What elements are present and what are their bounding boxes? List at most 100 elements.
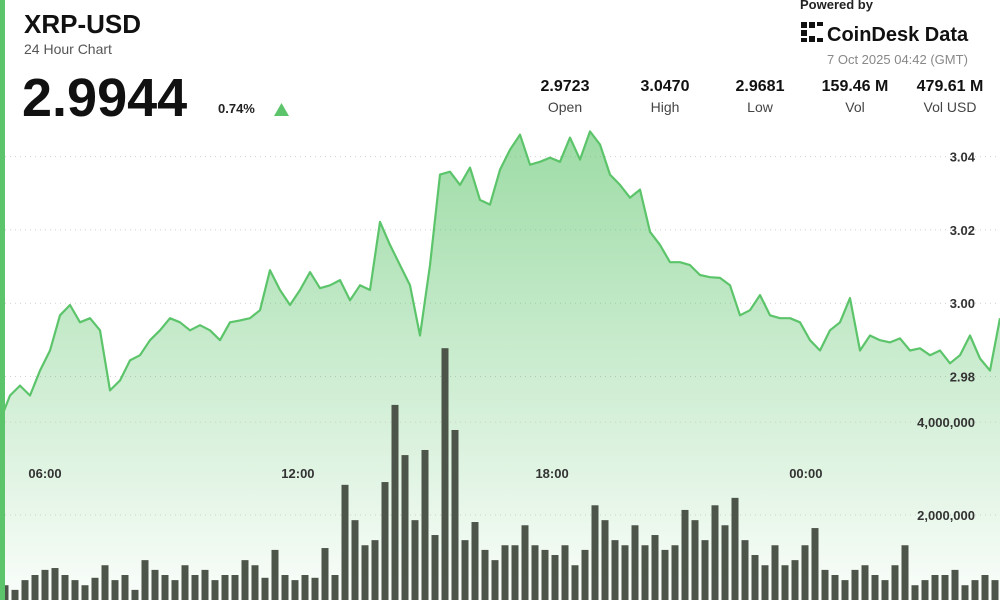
volume-bar bbox=[291, 580, 299, 600]
volume-bar bbox=[311, 577, 319, 600]
stat-label: Vol bbox=[845, 99, 864, 115]
volume-bar bbox=[731, 497, 739, 600]
stat-label: High bbox=[651, 99, 680, 115]
volume-bar bbox=[671, 545, 679, 600]
volume-bar bbox=[221, 575, 229, 600]
volume-bar bbox=[391, 404, 399, 600]
volume-bar bbox=[921, 580, 929, 600]
volume-bar bbox=[271, 549, 279, 600]
stat-value: 2.9681 bbox=[736, 78, 785, 95]
volume-bar bbox=[21, 580, 29, 600]
volume-bar bbox=[31, 575, 39, 600]
volume-bar bbox=[771, 545, 779, 600]
volume-bar bbox=[521, 525, 529, 600]
volume-bar bbox=[951, 569, 959, 600]
volume-bar bbox=[351, 520, 359, 600]
volume-bar bbox=[451, 429, 459, 600]
y-tick-label: 2.98 bbox=[950, 369, 975, 384]
volume-bar bbox=[641, 545, 649, 600]
volume-bar bbox=[511, 545, 519, 600]
volume-bar bbox=[841, 580, 849, 600]
volume-bar bbox=[721, 525, 729, 600]
volume-bar bbox=[41, 569, 49, 600]
volume-bar bbox=[551, 555, 559, 600]
volume-bar bbox=[621, 545, 629, 600]
price: 2.9944 bbox=[22, 68, 187, 128]
volume-bar bbox=[421, 449, 429, 600]
volume-bar bbox=[401, 455, 409, 600]
volume-bar bbox=[821, 569, 829, 600]
subtitle: 24 Hour Chart bbox=[24, 41, 112, 57]
volume-bar bbox=[901, 545, 909, 600]
volume-bar bbox=[341, 484, 349, 600]
volume-bar bbox=[751, 555, 759, 600]
volume-bar bbox=[981, 575, 989, 600]
volume-bar bbox=[501, 545, 509, 600]
volume-bar bbox=[431, 535, 439, 600]
volume-bar bbox=[681, 509, 689, 600]
x-tick-label: 06:00 bbox=[28, 466, 61, 481]
volume-bar bbox=[471, 522, 479, 600]
volume-bar bbox=[481, 549, 489, 600]
volume-bar bbox=[71, 580, 79, 600]
volume-bar bbox=[911, 585, 919, 600]
volume-bar bbox=[781, 565, 789, 600]
volume-bar bbox=[321, 548, 329, 600]
volume-bar bbox=[251, 565, 259, 600]
volume-bar bbox=[331, 575, 339, 600]
volume-bar bbox=[141, 560, 149, 600]
volume-bar bbox=[571, 565, 579, 600]
volume-bar bbox=[611, 540, 619, 600]
y2-tick-label: 2,000,000 bbox=[917, 508, 975, 523]
title: XRP-USD bbox=[24, 9, 141, 39]
up-arrow bbox=[274, 103, 289, 116]
volume-bar bbox=[891, 565, 899, 600]
volume-bar bbox=[281, 575, 289, 600]
powered-by: Powered by bbox=[800, 0, 874, 12]
y-tick-label: 3.00 bbox=[950, 296, 975, 311]
volume-bar bbox=[211, 580, 219, 600]
volume-bar bbox=[991, 580, 999, 600]
volume-bar bbox=[691, 520, 699, 600]
volume-bar bbox=[811, 528, 819, 600]
volume-bar bbox=[81, 585, 89, 600]
bar-layer bbox=[1, 348, 999, 600]
volume-bar bbox=[411, 520, 419, 600]
volume-bar bbox=[961, 585, 969, 600]
volume-bar bbox=[191, 575, 199, 600]
stat-value: 3.0470 bbox=[641, 78, 690, 95]
volume-bar bbox=[931, 575, 939, 600]
accent-bar bbox=[0, 0, 5, 600]
y2-tick-label: 4,000,000 bbox=[917, 415, 975, 430]
x-tick-label: 12:00 bbox=[281, 466, 314, 481]
volume-bar bbox=[541, 549, 549, 600]
volume-bar bbox=[201, 569, 209, 600]
price-area bbox=[0, 131, 1000, 600]
price-line bbox=[0, 130, 1000, 422]
brand: CoinDesk Data bbox=[827, 24, 969, 46]
volume-bar bbox=[241, 560, 249, 600]
tick-layer: 2.98 3.00 3.02 3.04 06:00 12:00 18:00 00:00 2,00… bbox=[28, 150, 975, 523]
change: 0.74% bbox=[218, 101, 255, 116]
volume-bar bbox=[121, 575, 129, 600]
volume-bar bbox=[261, 577, 269, 600]
volume-bar bbox=[831, 575, 839, 600]
stat-value: 2.9723 bbox=[541, 78, 590, 95]
volume-bar bbox=[151, 569, 159, 600]
volume-bar bbox=[461, 540, 469, 600]
volume-bar bbox=[131, 589, 139, 600]
plot: 2.98 3.00 3.02 3.04 06:00 12:00 18:00 00:00 2,00… bbox=[0, 130, 1000, 600]
stat-label: Open bbox=[548, 99, 582, 115]
volume-bar bbox=[711, 505, 719, 600]
volume-bar bbox=[741, 540, 749, 600]
volume-bar bbox=[591, 505, 599, 600]
volume-bar bbox=[181, 565, 189, 600]
volume-bar bbox=[101, 565, 109, 600]
volume-bar bbox=[561, 545, 569, 600]
area-layer bbox=[0, 131, 1000, 600]
volume-bar bbox=[581, 549, 589, 600]
y-tick-label: 3.02 bbox=[950, 223, 975, 238]
timestamp: 7 Oct 2025 04:42 (GMT) bbox=[827, 52, 968, 67]
volume-bar bbox=[361, 545, 369, 600]
